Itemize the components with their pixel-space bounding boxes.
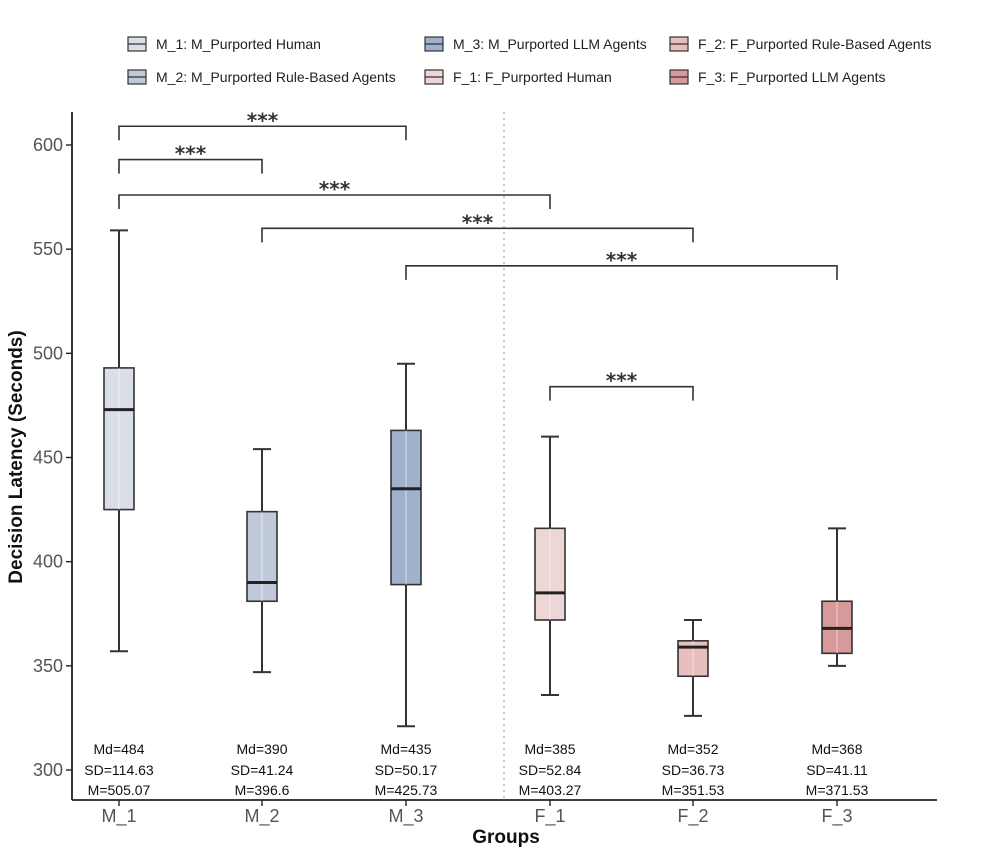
y-tick-label-450: 450 [33, 448, 63, 468]
stat-md-F_3: Md=368 [812, 741, 863, 757]
sig-label-M_3-F_3: *** [606, 248, 638, 272]
x-axis-title: Groups [472, 827, 540, 848]
sig-bracket-M_1-F_1: *** [118, 177, 551, 209]
legend-item-M_3: M_3: M_Purported LLM Agents [424, 36, 647, 52]
legend-label-F_2: F_2: F_Purported Rule-Based Agents [698, 36, 931, 52]
x-tick-label-M_3: M_3 [388, 806, 423, 827]
stat-m-M_2: M=396.6 [235, 782, 290, 798]
legend-item-F_2: F_2: F_Purported Rule-Based Agents [669, 36, 931, 52]
y-tick-label-300: 300 [33, 760, 63, 780]
sig-label-M_1-M_3: *** [247, 108, 279, 132]
box-series [103, 229, 853, 728]
x-tick-label-M_1: M_1 [101, 806, 136, 827]
sig-line-M_3-F_3 [405, 265, 838, 280]
x-tick-label-F_3: F_3 [821, 806, 852, 827]
sig-label-F_1-F_2: *** [606, 369, 638, 393]
stat-sd-M_1: SD=114.63 [84, 762, 154, 778]
sig-bracket-M_1-M_2: *** [118, 142, 263, 174]
x-tick-label-F_1: F_1 [534, 806, 565, 827]
stats-F_1: Md=385 SD=52.84 M=403.27 [519, 741, 582, 798]
box-M_2 [246, 448, 278, 674]
stat-m-F_3: M=371.53 [806, 782, 869, 798]
y-tick-label-350: 350 [33, 656, 63, 676]
legend-label-M_2: M_2: M_Purported Rule-Based Agents [156, 69, 396, 85]
stat-md-F_1: Md=385 [525, 741, 576, 757]
legend-label-M_1: M_1: M_Purported Human [156, 36, 321, 52]
stat-md-M_1: Md=484 [94, 741, 145, 757]
y-tick-label-500: 500 [33, 343, 63, 363]
stat-md-F_2: Md=352 [668, 741, 719, 757]
significance-brackets: *** *** *** *** *** *** [118, 108, 838, 401]
legend-label-F_3: F_3: F_Purported LLM Agents [698, 69, 886, 85]
sig-label-M_2-F_2: *** [462, 210, 494, 234]
x-tick-label-M_2: M_2 [244, 806, 279, 827]
sig-bracket-M_3-F_3: *** [405, 248, 838, 280]
stat-m-M_1: M=505.07 [88, 782, 151, 798]
sig-line-M_1-M_2 [118, 158, 263, 174]
legend-item-M_2: M_2: M_Purported Rule-Based Agents [127, 69, 396, 85]
legend-item-F_3: F_3: F_Purported LLM Agents [669, 69, 886, 85]
y-tick-label-600: 600 [33, 135, 63, 155]
stat-sd-M_3: SD=50.17 [375, 762, 438, 778]
stat-sd-F_3: SD=41.11 [806, 762, 868, 778]
y-tick-label-400: 400 [33, 552, 63, 572]
legend: M_1: M_Purported Human M_2: M_Purported R… [127, 36, 931, 85]
box-F_3 [821, 527, 853, 667]
sig-bracket-M_1-M_3: *** [118, 108, 407, 141]
stats-M_1: Md=484 SD=114.63 M=505.07 [84, 741, 154, 798]
stat-md-M_3: Md=435 [381, 741, 432, 757]
stat-sd-M_2: SD=41.24 [231, 762, 294, 778]
legend-label-F_1: F_1: F_Purported Human [453, 69, 612, 85]
legend-label-M_3: M_3: M_Purported LLM Agents [453, 36, 647, 52]
sig-line-M_2-F_2 [261, 227, 694, 243]
legend-item-M_1: M_1: M_Purported Human [127, 36, 321, 52]
x-tick-label-F_2: F_2 [677, 806, 708, 827]
sig-line-M_1-F_1 [118, 194, 551, 209]
box-F_2 [677, 619, 709, 717]
stat-m-F_2: M=351.53 [662, 782, 725, 798]
stat-md-M_2: Md=390 [237, 741, 288, 757]
y-tick-label-550: 550 [33, 239, 63, 259]
stats-F_2: Md=352 SD=36.73 M=351.53 [662, 741, 725, 798]
y-axis-title: Decision Latency (Seconds) [6, 330, 27, 583]
summary-stats: Md=484 SD=114.63 M=505.07 Md=390 SD=41.24 M=3… [84, 741, 868, 798]
stat-m-F_1: M=403.27 [519, 782, 582, 798]
sig-label-M_1-F_1: *** [319, 177, 351, 201]
stat-sd-F_1: SD=52.84 [519, 762, 582, 778]
stats-M_3: Md=435 SD=50.17 M=425.73 [375, 741, 438, 798]
sig-bracket-F_1-F_2: *** [549, 369, 694, 401]
stats-F_3: Md=368 SD=41.11 M=371.53 [806, 741, 869, 798]
stat-m-M_3: M=425.73 [375, 782, 438, 798]
legend-item-F_1: F_1: F_Purported Human [424, 69, 612, 85]
sig-bracket-M_2-F_2: *** [261, 210, 694, 243]
axes: 300 350 400 450 500 550 600 M_1 M_2 M_3 F_1 F_2 F_3 [33, 112, 937, 827]
stat-sd-F_2: SD=36.73 [662, 762, 725, 778]
sig-label-M_1-M_2: *** [175, 142, 207, 166]
box-F_1 [534, 435, 566, 696]
sig-line-M_1-M_3 [118, 125, 407, 141]
box-M_3 [390, 362, 422, 728]
stats-M_2: Md=390 SD=41.24 M=396.6 [231, 741, 294, 798]
sig-line-F_1-F_2 [549, 385, 694, 401]
box-M_1 [103, 229, 135, 653]
